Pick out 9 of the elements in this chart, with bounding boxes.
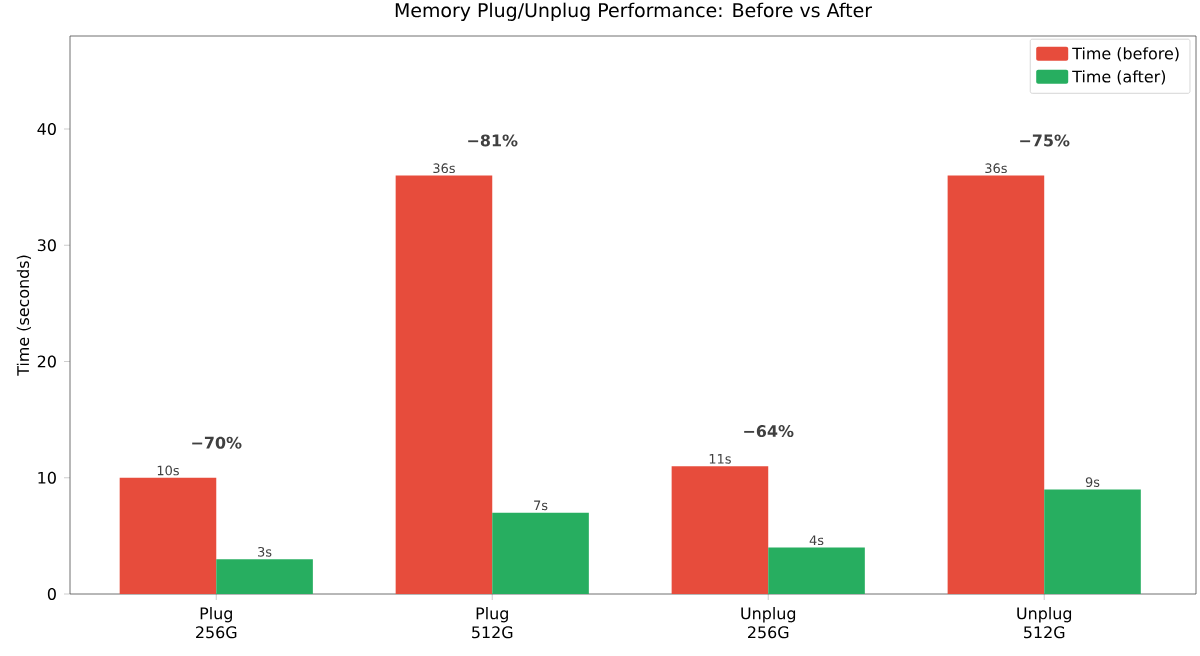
bar — [119, 477, 217, 594]
bar — [947, 175, 1045, 594]
bar — [395, 175, 493, 594]
bar — [671, 466, 769, 594]
bar — [492, 512, 589, 594]
bar — [1044, 489, 1141, 594]
bar — [216, 559, 313, 594]
chart-title: Memory Plug/Unplug Performance: Before vs After — [395, 2, 873, 22]
bar — [768, 547, 865, 594]
